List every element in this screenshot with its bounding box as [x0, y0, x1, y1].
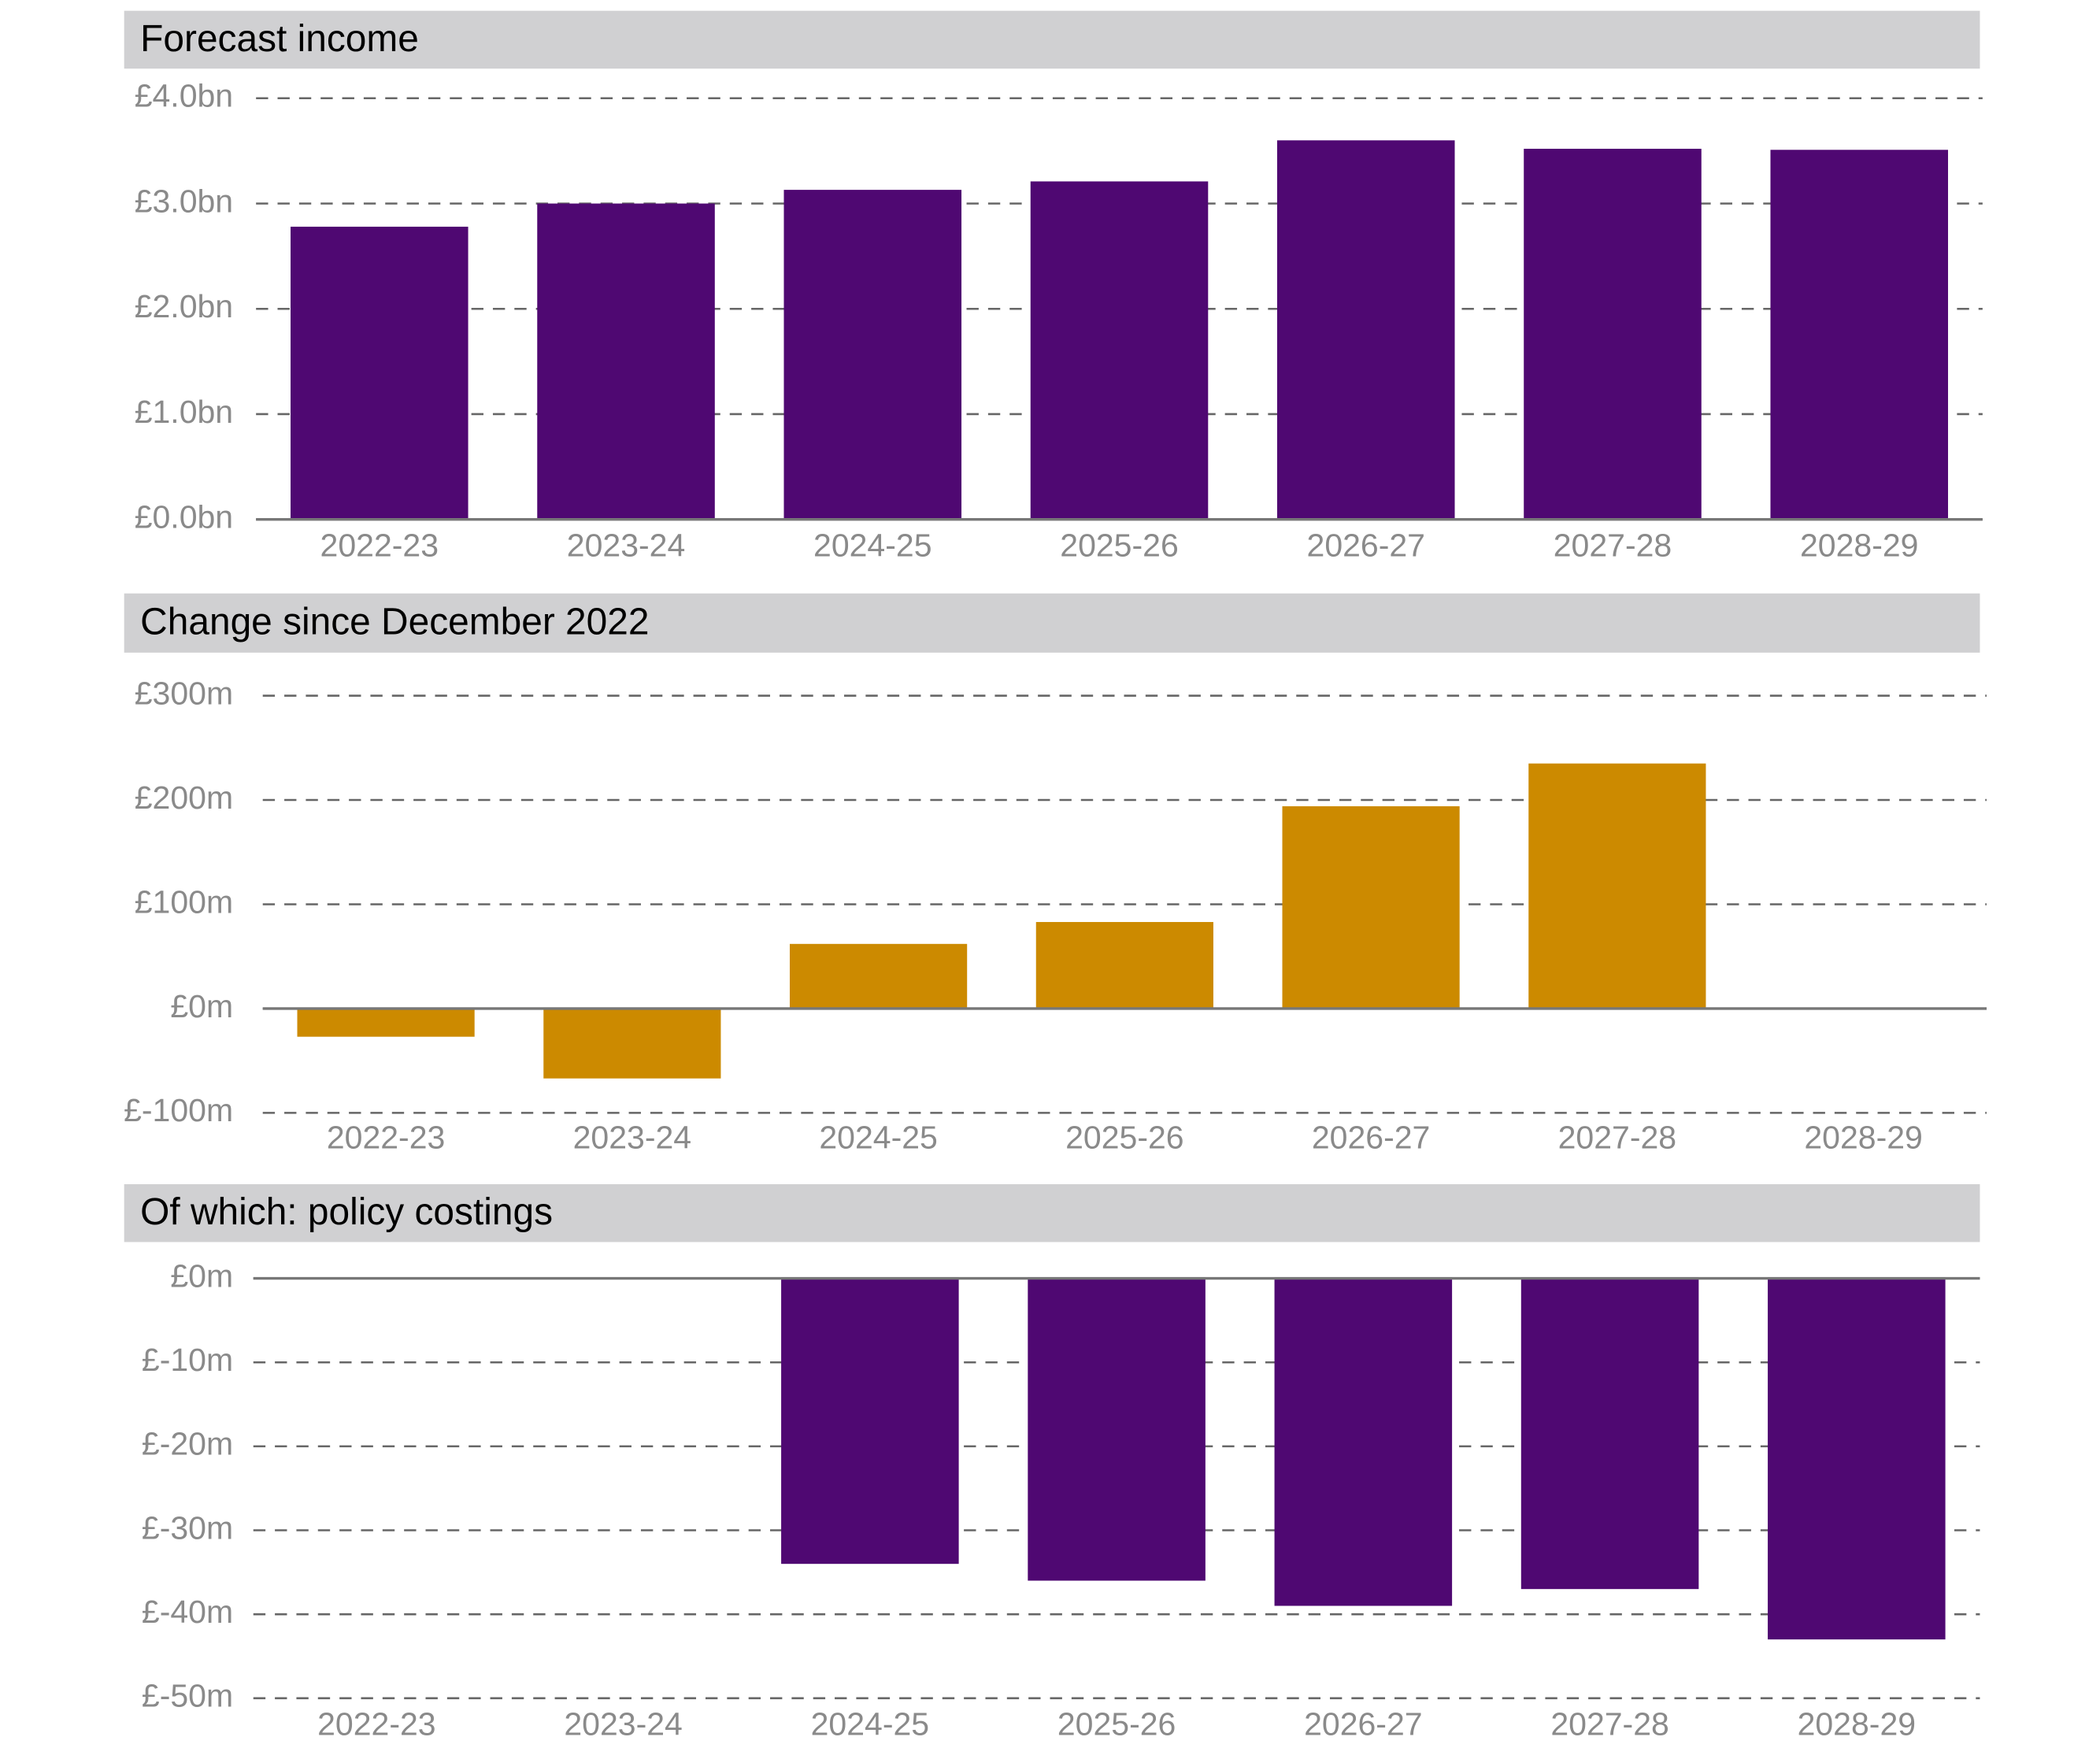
bar [543, 1008, 721, 1079]
x-tick-label: 2026-27 [1304, 1706, 1422, 1742]
y-tick-label: £-20m [142, 1426, 233, 1462]
chart-title: Change since December 2022 [140, 602, 649, 643]
x-tick-label: 2024-25 [819, 1119, 937, 1155]
x-tick-label: 2022-23 [327, 1119, 445, 1155]
bar [1770, 150, 1949, 520]
x-tick-label: 2025-26 [1057, 1706, 1176, 1742]
bar [1528, 763, 1706, 1009]
y-tick-label: £200m [135, 780, 233, 816]
bar [1524, 148, 1702, 520]
chart-title: Forecast income [140, 18, 419, 60]
x-tick-label: 2024-25 [811, 1706, 929, 1742]
bar [1768, 1278, 1946, 1640]
x-tick-label: 2023-24 [567, 527, 685, 563]
y-tick-label: £-30m [142, 1509, 233, 1546]
y-tick-label: £2.0bn [135, 288, 233, 324]
panel-header [124, 593, 1980, 653]
x-tick-label: 2027-28 [1554, 527, 1672, 563]
x-tick-label: 2023-24 [564, 1706, 682, 1742]
x-tick-label: 2022-23 [320, 527, 439, 563]
bar [783, 190, 962, 520]
y-tick-label: £-100m [124, 1092, 233, 1128]
x-tick-label: 2027-28 [1550, 1706, 1669, 1742]
y-tick-label: £-10m [142, 1342, 233, 1378]
y-tick-label: £4.0bn [135, 78, 233, 114]
x-tick-label: 2022-23 [317, 1706, 435, 1742]
x-tick-label: 2028-29 [1798, 1706, 1916, 1742]
bar [1520, 1278, 1699, 1590]
x-tick-label: 2028-29 [1804, 1119, 1922, 1155]
y-tick-label: £100m [135, 883, 233, 920]
bar [790, 943, 968, 1009]
chart-title: Of which: policy costings [140, 1191, 553, 1233]
bar [291, 226, 469, 520]
x-tick-label: 2027-28 [1558, 1119, 1676, 1155]
bar [1035, 921, 1213, 1009]
y-tick-label: £-50m [142, 1678, 233, 1714]
bar [1274, 1278, 1453, 1606]
x-tick-label: 2028-29 [1800, 527, 1918, 563]
bar [297, 1008, 475, 1037]
bar [1282, 805, 1460, 1009]
panel-header [124, 1183, 1980, 1242]
y-tick-label: £0m [170, 988, 233, 1024]
y-tick-label: £1.0bn [135, 394, 233, 430]
y-tick-label: £0m [170, 1257, 233, 1294]
bar [1028, 1278, 1206, 1581]
x-tick-label: 2023-24 [573, 1119, 691, 1155]
y-tick-label: £3.0bn [135, 183, 233, 219]
x-tick-label: 2026-27 [1312, 1119, 1430, 1155]
y-tick-label: £0.0bn [135, 499, 233, 535]
x-tick-label: 2025-26 [1060, 527, 1178, 563]
bar [781, 1278, 959, 1565]
panel-header [124, 10, 1980, 69]
bar [537, 203, 715, 520]
y-tick-label: £-40m [142, 1594, 233, 1630]
bar [1276, 140, 1455, 520]
x-tick-label: 2025-26 [1065, 1119, 1183, 1155]
bar [1030, 181, 1209, 520]
x-tick-label: 2026-27 [1307, 527, 1425, 563]
y-tick-label: £300m [135, 675, 233, 711]
x-tick-label: 2024-25 [813, 527, 931, 563]
